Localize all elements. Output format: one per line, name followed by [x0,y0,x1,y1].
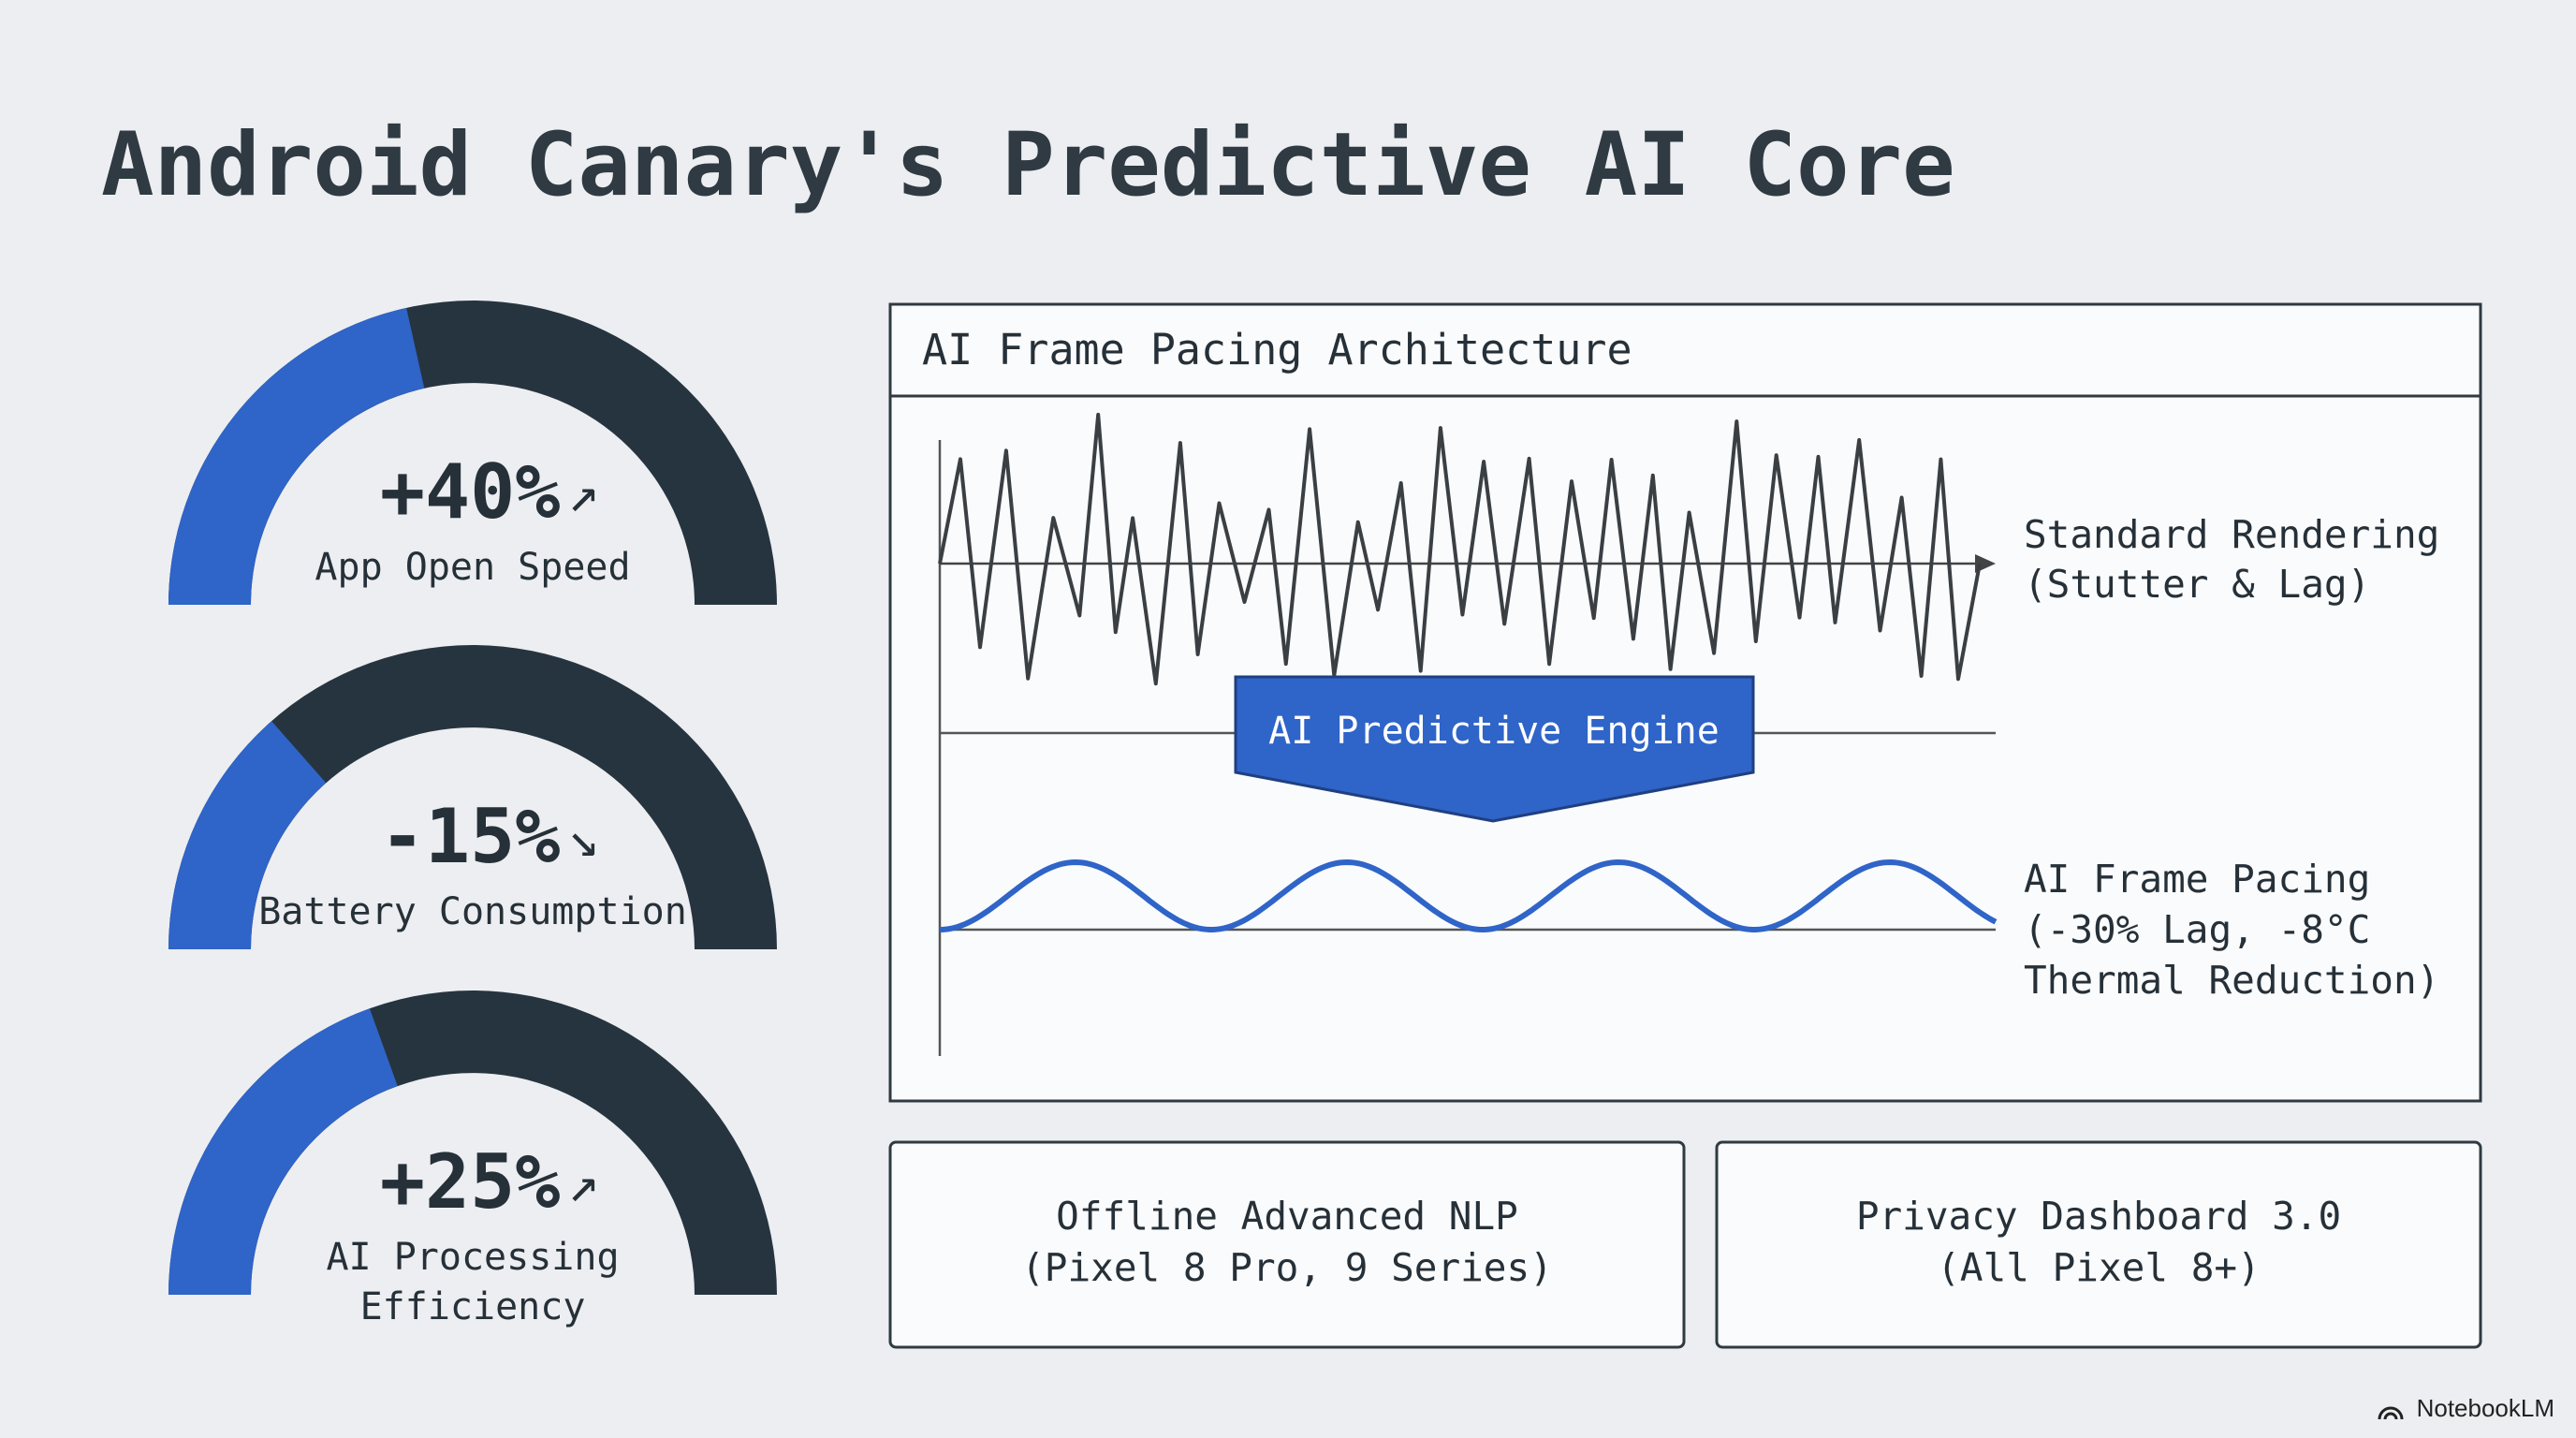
smooth-wave [939,858,1998,933]
feature-card [1715,1140,2482,1349]
gauge-label: Battery Consumption [258,890,687,933]
gauge-track [168,645,777,949]
feature-text: (All Pixel 8+) [1937,1245,2261,1290]
ai-label: AI Frame Pacing [2024,857,2370,902]
gauge-value: +25% ↗ [380,1138,599,1225]
gauge-label: AI Processing [326,1236,619,1279]
gauge-trend: ↗ [567,463,599,524]
gauge-value: -15% ↘ [380,793,599,880]
engine-label: AI Predictive Engine [1268,710,1720,753]
ai-label: (-30% Lag, -8°C [2024,907,2370,952]
panel-title: AI Frame Pacing Architecture [922,325,1632,374]
gauge-value: +40% ↗ [380,448,599,536]
gauge-fill [168,307,425,605]
gauge-value-text: -15% [380,793,561,880]
feature-text: Privacy Dashboard 3.0 [1856,1194,2341,1239]
footer-brand: NotebookLM [2417,1394,2554,1422]
standard-label: (Stutter & Lag) [2024,562,2370,607]
slide-title: Android Canary's Predictive AI Core [101,114,1955,216]
stutter-wave [938,412,1982,686]
footer-logo [2378,1406,2404,1420]
engine-block [1234,675,1755,823]
gauge-label: Efficiency [360,1285,586,1328]
feature-card [888,1140,1686,1349]
gauge-fill [168,721,327,949]
gauge-fill [168,1008,398,1295]
gauge-trend: ↘ [567,808,599,869]
gauge-value-text: +25% [380,1138,561,1225]
feature-text: Offline Advanced NLP [1056,1194,1518,1239]
gauge-label: App Open Speed [315,546,630,589]
ai-label: Thermal Reduction) [2024,958,2439,1003]
standard-label: Standard Rendering [2024,512,2439,557]
feature-text: (Pixel 8 Pro, 9 Series) [1021,1245,1553,1290]
gauge-value-text: +40% [380,448,561,536]
gauge-trend: ↗ [567,1153,599,1214]
gauges: +40% ↗App Open Speed-15% ↘Battery Consumpt… [168,301,777,1328]
